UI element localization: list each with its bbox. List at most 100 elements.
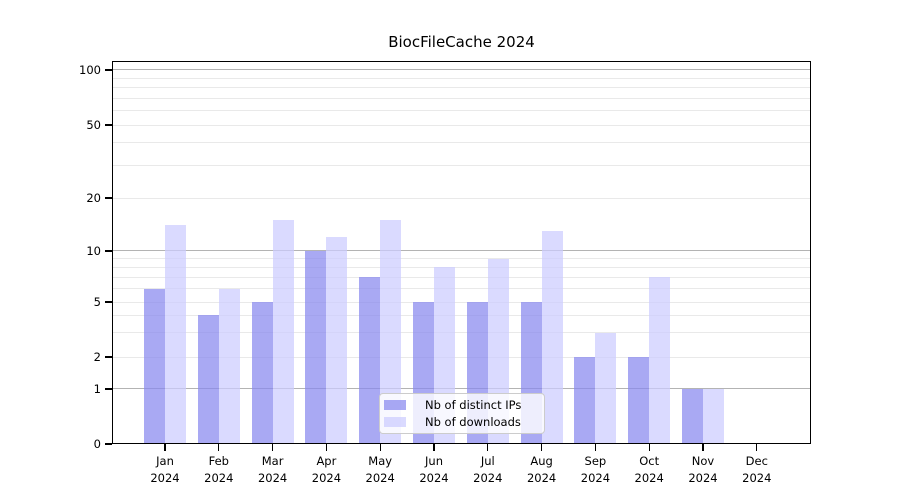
x-tick-mark	[594, 444, 597, 451]
y-tick-mark	[105, 388, 112, 390]
gridline-minor	[112, 124, 811, 126]
bar-downloads	[272, 219, 294, 444]
gridline-minor	[112, 332, 811, 334]
bar-distinct-ips	[682, 389, 703, 444]
x-tick-label-month: Apr	[316, 454, 337, 468]
y-tick-label: 10	[86, 244, 101, 258]
legend-swatch-distinct-ips	[384, 399, 406, 410]
x-tick-label: May 2024	[353, 453, 407, 487]
gridline-minor	[112, 301, 811, 303]
gridline-minor	[112, 258, 811, 260]
legend-label-distinct-ips: Nb of distinct IPs	[425, 397, 522, 412]
gridline-major	[112, 250, 811, 252]
bar-distinct-ips	[251, 302, 273, 444]
bar-distinct-ips	[197, 315, 219, 444]
x-tick-mark	[218, 444, 220, 451]
legend-swatch-downloads	[384, 417, 406, 428]
x-tick-label-month: May	[368, 454, 393, 468]
chart-title: BiocFileCache 2024	[388, 33, 535, 51]
gridline-minor	[112, 87, 811, 89]
gridline-minor	[112, 356, 811, 358]
x-tick-label-month: Aug	[530, 454, 553, 468]
y-tick-label: 20	[86, 191, 101, 205]
gridline-minor	[112, 314, 811, 316]
gridline-major	[112, 69, 811, 71]
x-tick-label: Jun 2024	[407, 453, 461, 487]
x-tick-label-month: Jan	[156, 454, 174, 468]
x-tick-label: Mar 2024	[246, 453, 300, 487]
x-tick-label-year: 2024	[580, 471, 611, 485]
x-tick-label-year: 2024	[257, 471, 288, 485]
x-tick-mark	[379, 444, 381, 451]
gridline-minor	[112, 266, 811, 268]
y-tick-label: 0	[93, 437, 101, 451]
x-tick-label-year: 2024	[150, 471, 180, 485]
x-tick-mark	[702, 444, 704, 451]
legend-label-downloads: Nb of downloads	[425, 415, 521, 430]
x-tick-mark	[756, 444, 758, 451]
x-tick-label-year: 2024	[204, 471, 234, 485]
x-tick-label: Sep 2024	[568, 453, 622, 487]
x-tick-mark	[271, 444, 274, 451]
x-tick-label-month: Jul	[480, 454, 495, 468]
legend-item-downloads: Nb of downloads	[384, 414, 544, 430]
bar-downloads	[541, 230, 563, 444]
x-tick-label-year: 2024	[742, 471, 772, 485]
x-tick-label-month: Mar	[261, 454, 284, 468]
bar-downloads	[380, 219, 402, 444]
x-tick-label: Aug 2024	[515, 453, 569, 487]
x-tick-mark	[164, 444, 166, 451]
x-tick-label-month: Feb	[208, 454, 229, 468]
y-tick-mark	[105, 301, 112, 303]
plot-area	[112, 61, 811, 444]
gridline-minor	[112, 142, 811, 144]
bar-downloads	[326, 237, 348, 444]
y-tick-mark	[105, 124, 112, 126]
x-tick-label-year: 2024	[634, 471, 664, 485]
legend: Nb of distinct IPs Nb of downloads	[379, 393, 545, 434]
x-tick-label: Feb 2024	[192, 453, 246, 487]
x-tick-label-year: 2024	[526, 471, 557, 485]
gridline-minor	[112, 276, 811, 278]
gridline-minor	[112, 288, 811, 290]
bar-distinct-ips	[628, 357, 650, 444]
x-tick-label: Oct 2024	[622, 453, 676, 487]
legend-item-distinct-ips: Nb of distinct IPs	[384, 397, 544, 413]
x-tick-mark	[540, 444, 543, 451]
y-tick-mark	[105, 356, 112, 358]
x-tick-label-month: Sep	[584, 454, 607, 468]
x-tick-label: Dec 2024	[730, 453, 784, 487]
y-tick-label: 1	[93, 382, 101, 396]
gridline-minor	[112, 110, 811, 112]
gridline-major	[112, 388, 811, 390]
x-tick-label-month: Nov	[691, 454, 715, 468]
x-tick-mark	[325, 444, 328, 451]
y-tick-label: 5	[93, 295, 101, 309]
bar-downloads	[703, 389, 724, 444]
x-tick-label-year: 2024	[419, 471, 449, 485]
bar-downloads	[649, 277, 671, 444]
x-tick-label: Apr 2024	[299, 453, 353, 487]
x-tick-label-month: Dec	[745, 454, 768, 468]
x-tick-mark	[648, 444, 650, 451]
x-tick-label-year: 2024	[473, 471, 503, 485]
y-tick-mark	[105, 69, 112, 71]
x-tick-label-year: 2024	[311, 471, 342, 485]
x-tick-label-year: 2024	[365, 471, 395, 485]
x-tick-label: Nov 2024	[676, 453, 730, 487]
y-tick-label: 50	[86, 118, 101, 132]
x-tick-label: Jul 2024	[461, 453, 515, 487]
bar-downloads	[218, 288, 240, 444]
x-tick-label-month: Oct	[639, 454, 660, 468]
x-tick-mark	[487, 444, 489, 451]
gridline-minor	[112, 77, 811, 79]
bar-distinct-ips	[359, 277, 381, 444]
y-tick-label: 2	[93, 350, 101, 364]
bar-distinct-ips	[144, 288, 165, 444]
bar-downloads	[595, 332, 617, 444]
x-tick-mark	[433, 444, 435, 451]
bar-downloads	[165, 225, 186, 444]
bar-distinct-ips	[305, 251, 327, 444]
y-tick-mark	[105, 197, 112, 199]
